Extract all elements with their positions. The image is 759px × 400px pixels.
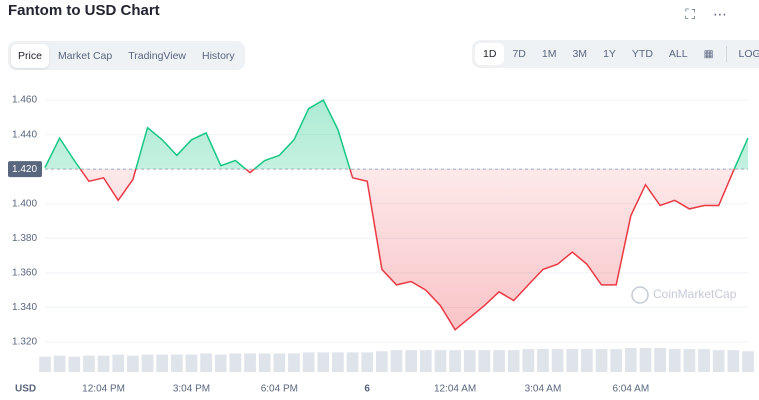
range-button[interactable]: ALL (668, 48, 688, 60)
volume-bar (683, 349, 696, 372)
volume-bar (200, 353, 212, 372)
volume-bar (449, 350, 461, 372)
area-down (45, 169, 748, 330)
range-button[interactable]: 1M (541, 48, 557, 60)
range-button[interactable]: 7D (512, 48, 526, 60)
range-button[interactable]: 1D (475, 43, 505, 65)
calendar-button[interactable]: ▦ (703, 48, 714, 60)
page-title: Fantom to USD Chart (8, 2, 160, 19)
volume-bar (39, 356, 51, 372)
volume-bar (595, 349, 608, 372)
volume-bar (288, 353, 300, 372)
volume-bar (727, 350, 740, 372)
y-tick-label: 1.460 (12, 95, 37, 106)
watermark-logo (631, 286, 649, 304)
baseline-label-bg (8, 161, 42, 178)
x-tick-label: 12:04 AM (434, 384, 476, 395)
tab[interactable]: Price (11, 43, 49, 68)
volume-bar (141, 354, 154, 372)
range-group: 1D 7D 1M 3M 1Y YTD ALL ▦ LOG (472, 40, 759, 68)
volume-bar (537, 349, 549, 372)
y-tick-label: 1.440 (12, 129, 37, 140)
volume-bar (156, 354, 169, 372)
volume-bar (419, 350, 432, 372)
volume-bar (434, 350, 447, 372)
volume-bar (346, 352, 359, 372)
volume-bar (581, 349, 593, 372)
volume-bar (624, 348, 637, 372)
x-tick-label: 6:04 PM (261, 384, 298, 395)
y-tick-label: 1.400 (12, 198, 37, 209)
x-tick-label: 12:04 PM (82, 384, 125, 395)
volume-bar (53, 355, 66, 372)
volume-bar (229, 353, 242, 372)
volume-bar (258, 353, 271, 372)
volume-bar (551, 349, 564, 372)
volume-bar (698, 349, 710, 372)
y-tick-label: 1.420 (12, 164, 37, 175)
volume-bar (83, 355, 95, 372)
volume-bar (668, 349, 681, 372)
volume-bar (273, 353, 286, 372)
tab[interactable]: TradingView (128, 49, 186, 62)
price-line-down (79, 169, 735, 331)
toolbar-icons[interactable]: ⛶⋯ (685, 6, 745, 22)
volume-bar (302, 352, 315, 372)
tab[interactable]: Market Cap (57, 49, 113, 62)
volume-bar (654, 348, 666, 372)
volume-bar (185, 354, 198, 372)
range-button[interactable]: 1Y (603, 48, 616, 60)
x-tick-label: 3:04 AM (525, 384, 562, 395)
x-tick-label: 6:04 AM (612, 384, 649, 395)
volume-bar (493, 350, 505, 372)
volume-bar (112, 354, 125, 372)
x-tick-label: 6 (364, 384, 370, 395)
x-tick-label: 3:04 PM (173, 384, 210, 395)
volume-bar (332, 352, 344, 372)
range-button[interactable]: YTD (631, 48, 653, 60)
axis-unit-label: USD (15, 384, 36, 395)
volume-bar (507, 350, 520, 372)
volume-bar (170, 354, 183, 372)
volume-bar (390, 350, 403, 372)
y-tick-label: 1.380 (12, 233, 37, 244)
volume-bar (712, 350, 725, 372)
tab[interactable]: History (202, 49, 235, 62)
y-tick-label: 1.340 (12, 302, 37, 313)
log-button[interactable]: LOG (738, 48, 759, 60)
y-tick-label: 1.360 (12, 267, 37, 278)
volume-bar (742, 351, 754, 372)
volume-bar (375, 351, 388, 372)
volume-bar (405, 350, 418, 372)
volume-bar (463, 350, 476, 372)
volume-bar (610, 349, 623, 372)
volume-bar (639, 348, 652, 372)
volume-bar (317, 352, 330, 372)
volume-bar (127, 355, 139, 372)
range-button[interactable]: 3M (572, 48, 588, 60)
volume-bar (566, 349, 579, 372)
watermark: CoinMarketCap (653, 287, 737, 301)
volume-bar (522, 349, 535, 372)
tab-group: Price Market Cap TradingView History (8, 41, 245, 70)
y-tick-label: 1.320 (12, 337, 37, 348)
volume-bar (214, 354, 227, 372)
separator (725, 46, 727, 62)
volume-bar (478, 350, 491, 372)
volume-bar (97, 355, 110, 372)
volume-bar (68, 356, 81, 372)
price-line-up (44, 99, 749, 170)
volume-bar (361, 352, 374, 372)
volume-bar (244, 353, 256, 372)
